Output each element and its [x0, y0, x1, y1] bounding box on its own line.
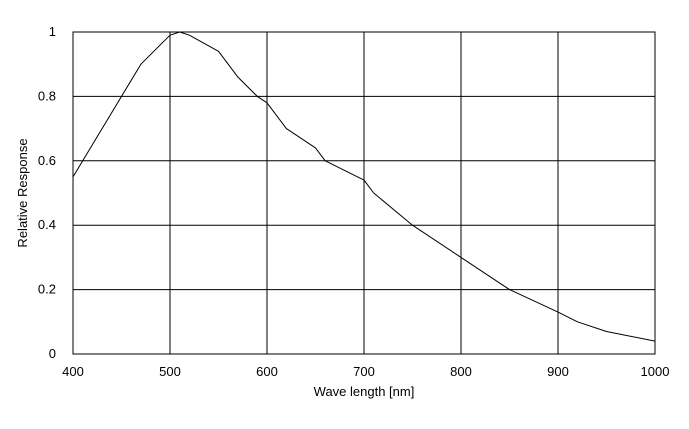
x-axis-label: Wave length [nm] [314, 384, 415, 399]
x-tick-label: 1000 [641, 364, 670, 379]
y-tick-label: 0 [49, 346, 56, 361]
x-tick-label: 700 [353, 364, 375, 379]
y-axis-ticks: 0 0.2 0.4 0.6 0.8 1 [38, 24, 56, 361]
x-axis-ticks: 400 500 600 700 800 900 1000 [62, 364, 669, 379]
y-tick-label: 0.4 [38, 217, 56, 232]
y-tick-label: 0.8 [38, 88, 56, 103]
y-tick-label: 0.2 [38, 282, 56, 297]
x-tick-label: 800 [450, 364, 472, 379]
series-layer [72, 31, 656, 342]
y-axis-label: Relative Response [15, 138, 30, 247]
plot-frame [72, 31, 656, 355]
x-tick-label: 600 [256, 364, 278, 379]
y-tick-label: 1 [49, 24, 56, 39]
x-tick-label: 900 [547, 364, 569, 379]
y-tick-label: 0.6 [38, 153, 56, 168]
x-tick-label: 500 [159, 364, 181, 379]
x-tick-label: 400 [62, 364, 84, 379]
response-curve-line [72, 31, 656, 342]
